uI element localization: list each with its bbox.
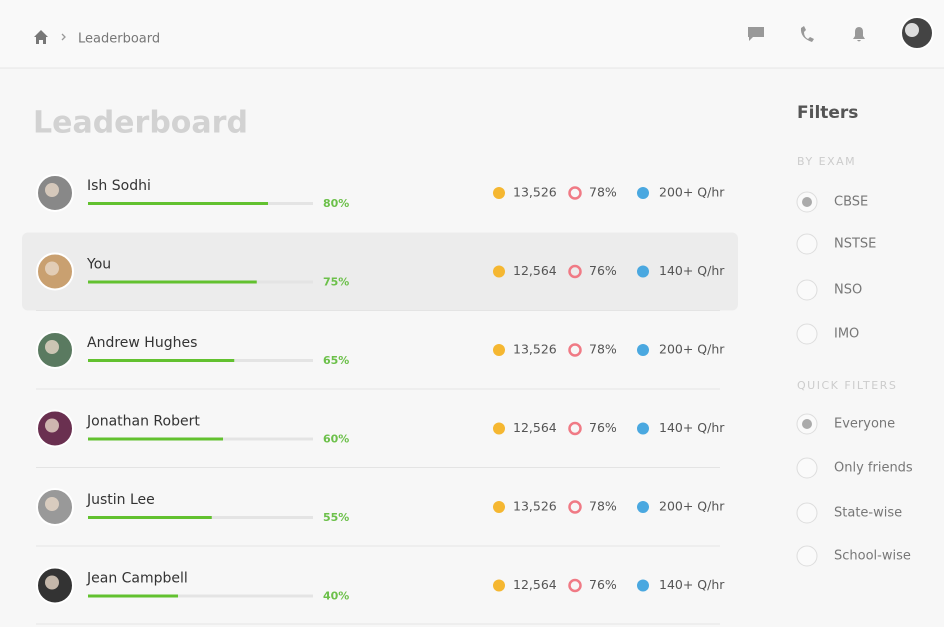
speed-icon: [637, 344, 649, 356]
radio-dot: [802, 197, 812, 207]
speed-icon: [637, 501, 649, 513]
filter-option[interactable]: School-wise: [834, 549, 911, 564]
speed: 140+ Q/hr: [659, 420, 725, 435]
accuracy: 76%: [589, 263, 617, 278]
filter-heading: QUICK FILTERS: [797, 379, 897, 392]
accuracy: 78%: [589, 499, 617, 514]
accuracy-icon: [568, 500, 582, 514]
progress-bar: [88, 202, 268, 205]
radio[interactable]: [796, 545, 818, 567]
radio[interactable]: [796, 279, 818, 301]
progress-track: [88, 594, 313, 598]
progress-bar: [88, 359, 235, 362]
avatar-face: [45, 497, 59, 511]
progress-label: 80%: [323, 197, 349, 210]
accuracy-icon: [568, 578, 582, 593]
accuracy-icon: [568, 421, 582, 436]
coin-icon: [493, 422, 505, 435]
progress-label: 55%: [323, 511, 349, 524]
avatar-face: [45, 183, 59, 197]
user-name[interactable]: You: [86, 257, 111, 273]
filter-option[interactable]: NSTSE: [834, 237, 876, 252]
user-name[interactable]: Jean Campbell: [86, 571, 188, 587]
coin-icon: [493, 265, 505, 278]
filter-option[interactable]: Only friends: [834, 461, 913, 476]
filters-title: Filters: [797, 103, 858, 123]
radio[interactable]: [796, 502, 818, 524]
avatar-detail: [905, 23, 919, 37]
speed-icon: [637, 187, 649, 199]
breadcrumb[interactable]: Leaderboard: [78, 32, 160, 47]
filter-option[interactable]: State-wise: [834, 506, 902, 521]
progress-bar: [88, 437, 223, 441]
coin-icon: [493, 344, 505, 356]
user-name[interactable]: Ish Sodhi: [87, 178, 151, 194]
avatar-face: [45, 418, 59, 433]
speed: 140+ Q/hr: [659, 577, 725, 592]
filter-heading: BY EXAM: [797, 155, 856, 168]
filter-option[interactable]: CBSE: [834, 195, 868, 210]
speed-icon: [637, 579, 649, 592]
coin-icon: [493, 187, 505, 199]
coins: 12,564: [513, 420, 557, 435]
coin-icon: [493, 579, 505, 592]
messages-icon[interactable]: [748, 27, 764, 41]
progress-bar: [88, 280, 257, 284]
row-highlight: [22, 232, 738, 311]
progress-label: 40%: [323, 590, 349, 603]
user-name[interactable]: Justin Lee: [86, 492, 155, 508]
avatar-face: [45, 340, 59, 354]
speed: 200+ Q/hr: [659, 499, 725, 514]
coins: 13,526: [513, 185, 557, 200]
accuracy-icon: [568, 186, 582, 200]
page-title: Leaderboard: [33, 106, 248, 141]
user-name[interactable]: Andrew Hughes: [87, 335, 197, 351]
coins: 12,564: [513, 263, 557, 278]
progress-label: 65%: [323, 354, 349, 367]
speed-icon: [637, 422, 649, 435]
progress-bar: [88, 594, 178, 598]
progress-label: 60%: [323, 433, 349, 446]
chevron: [61, 33, 66, 41]
avatar-face: [45, 575, 59, 590]
accuracy-icon: [568, 343, 582, 357]
progress-bar: [88, 516, 212, 519]
speed: 200+ Q/hr: [659, 342, 725, 357]
accuracy: 78%: [589, 185, 617, 200]
header: [0, 0, 944, 68]
accuracy: 78%: [589, 342, 617, 357]
accuracy: 76%: [589, 420, 617, 435]
radio-dot: [802, 419, 812, 429]
avatar-face: [45, 261, 59, 276]
speed: 200+ Q/hr: [659, 185, 725, 200]
filter-option[interactable]: Everyone: [834, 417, 895, 432]
accuracy-icon: [568, 264, 582, 279]
calls-icon[interactable]: [800, 26, 814, 42]
progress-label: 75%: [323, 276, 349, 289]
coins: 13,526: [513, 499, 557, 514]
home-icon[interactable]: [34, 30, 48, 44]
speed-icon: [637, 265, 649, 278]
radio[interactable]: [796, 233, 818, 255]
user-name[interactable]: Jonathan Robert: [86, 414, 200, 430]
filter-option[interactable]: IMO: [834, 327, 859, 342]
speed: 140+ Q/hr: [659, 263, 725, 278]
coin-icon: [493, 501, 505, 513]
accuracy: 76%: [589, 577, 617, 592]
radio[interactable]: [796, 323, 818, 345]
coins: 13,526: [513, 342, 557, 357]
coins: 12,564: [513, 577, 557, 592]
radio[interactable]: [796, 457, 818, 479]
filter-option[interactable]: NSO: [834, 283, 862, 298]
bell-icon[interactable]: [853, 27, 865, 42]
